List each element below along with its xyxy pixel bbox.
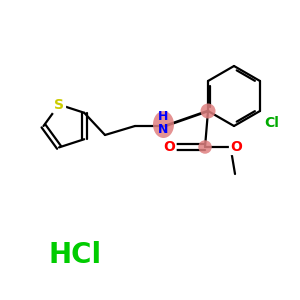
Ellipse shape [198,140,212,154]
Text: S: S [54,98,64,112]
Text: O: O [164,140,176,154]
Text: HCl: HCl [48,241,102,269]
Text: O: O [230,140,242,154]
Ellipse shape [200,103,215,118]
Text: Cl: Cl [265,116,279,130]
Text: H
N: H N [158,110,169,136]
Ellipse shape [153,111,174,138]
